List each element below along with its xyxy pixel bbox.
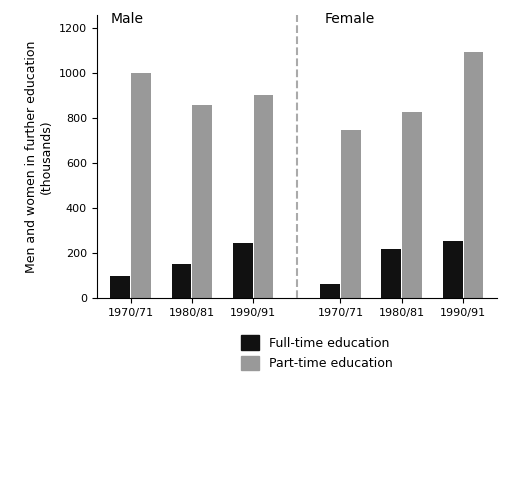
Y-axis label: Men and women in further education
(thousands): Men and women in further education (thou… — [25, 40, 53, 273]
Bar — [172, 264, 191, 298]
Bar — [253, 95, 273, 298]
Bar — [233, 243, 253, 298]
Bar — [110, 276, 130, 298]
Text: Female: Female — [325, 12, 375, 26]
Bar — [341, 130, 361, 298]
Bar — [463, 52, 483, 298]
Bar — [131, 73, 151, 298]
Bar — [320, 285, 340, 298]
Bar — [443, 240, 462, 298]
Bar — [381, 249, 401, 298]
Bar — [402, 111, 422, 298]
Legend: Full-time education, Part-time education: Full-time education, Part-time education — [234, 329, 399, 377]
Bar — [193, 105, 212, 298]
Text: Male: Male — [111, 12, 144, 26]
